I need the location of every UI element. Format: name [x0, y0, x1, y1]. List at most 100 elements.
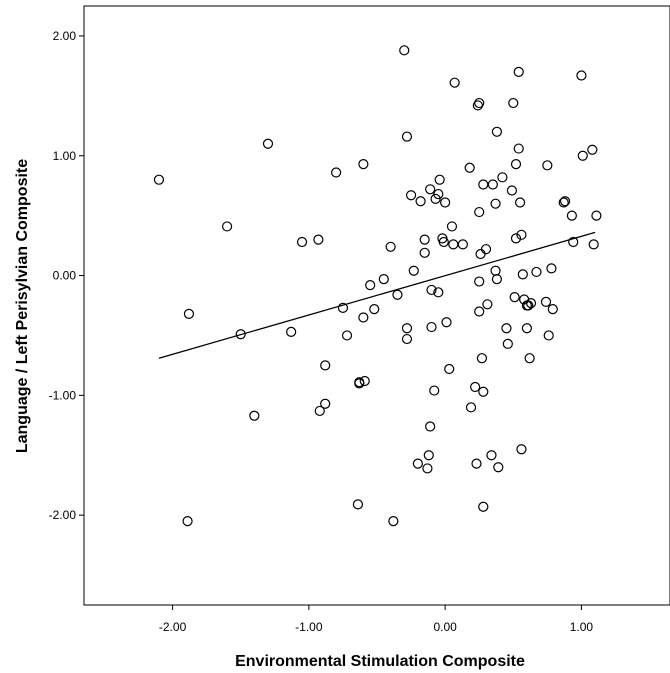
data-point	[401, 323, 413, 334]
data-point	[523, 300, 534, 311]
data-point	[429, 385, 440, 396]
data-point	[426, 284, 437, 296]
data-point	[475, 248, 486, 260]
data-point	[542, 160, 553, 171]
data-point	[249, 410, 260, 421]
data-points	[153, 45, 602, 527]
data-point	[262, 138, 274, 149]
data-point	[358, 312, 369, 323]
data-point	[591, 210, 602, 221]
data-point	[221, 221, 233, 232]
data-point	[478, 386, 489, 397]
data-point	[474, 206, 485, 218]
data-point	[449, 77, 460, 88]
data-point	[547, 303, 558, 315]
data-point	[464, 162, 475, 173]
data-point	[408, 265, 419, 276]
data-point	[514, 197, 526, 208]
y-axis-title: Language / Left Perisylvian Composite	[14, 159, 31, 453]
data-point	[510, 159, 522, 170]
data-point	[235, 329, 246, 340]
data-point	[524, 353, 535, 364]
x-axis-title: Environmental Stimulation Composite	[235, 653, 525, 670]
data-point	[385, 241, 396, 252]
data-point	[558, 197, 569, 208]
data-point	[471, 458, 482, 469]
data-point	[587, 144, 598, 155]
data-point	[490, 198, 501, 209]
data-point	[296, 236, 308, 248]
data-point	[415, 196, 426, 207]
data-point	[419, 234, 430, 245]
data-point	[444, 363, 455, 375]
data-point	[568, 236, 579, 248]
regression-line	[158, 231, 596, 359]
data-point	[525, 298, 537, 309]
data-point	[543, 330, 554, 341]
data-point	[508, 97, 519, 109]
data-point	[286, 326, 297, 337]
data-point	[506, 185, 518, 196]
x-tick-label: 1.00	[570, 620, 594, 634]
data-point	[472, 100, 483, 111]
data-point	[474, 276, 485, 287]
data-point	[433, 287, 444, 298]
data-point	[493, 462, 504, 473]
data-point	[470, 381, 481, 393]
data-point	[566, 210, 577, 221]
x-tick-label: -2.00	[159, 620, 187, 634]
data-point	[354, 377, 365, 388]
data-point	[331, 167, 342, 178]
data-point	[320, 360, 331, 371]
data-point	[513, 143, 524, 154]
data-point	[419, 247, 430, 258]
data-point	[482, 299, 493, 310]
data-point	[476, 353, 488, 364]
data-point	[480, 244, 492, 255]
data-point	[422, 463, 433, 474]
data-point	[392, 289, 403, 300]
y-tick-label: -2.00	[49, 508, 77, 522]
data-point	[521, 323, 533, 334]
data-point	[430, 193, 441, 204]
data-point	[501, 323, 512, 334]
data-point	[577, 150, 588, 161]
data-point	[516, 444, 527, 455]
data-point	[358, 159, 369, 170]
data-point	[426, 321, 437, 333]
plot-area-frame	[83, 5, 670, 606]
data-point	[341, 330, 353, 341]
data-point	[474, 306, 485, 317]
data-point	[487, 179, 498, 190]
data-point	[513, 66, 524, 77]
data-point	[182, 516, 193, 527]
data-point	[490, 265, 501, 276]
data-point	[423, 450, 434, 461]
data-point	[540, 296, 552, 308]
data-point	[457, 239, 468, 250]
data-point	[359, 375, 370, 387]
data-point	[509, 292, 520, 303]
data-point	[576, 70, 587, 81]
data-point	[478, 179, 489, 190]
data-point	[438, 236, 449, 248]
y-tick-label: 1.00	[53, 149, 77, 163]
data-point	[491, 126, 503, 137]
data-point	[313, 234, 324, 245]
data-point	[486, 450, 497, 461]
data-point	[446, 221, 458, 232]
y-tick-label: 0.00	[53, 269, 77, 283]
data-point	[478, 501, 489, 512]
data-point	[497, 172, 508, 183]
data-point	[183, 308, 195, 319]
data-point	[502, 338, 513, 349]
data-point	[448, 239, 459, 250]
x-tick-label: 0.00	[433, 620, 457, 634]
data-point	[365, 280, 376, 291]
data-point	[516, 229, 527, 240]
data-point	[434, 174, 445, 185]
data-point	[425, 421, 436, 432]
data-point	[405, 190, 417, 201]
